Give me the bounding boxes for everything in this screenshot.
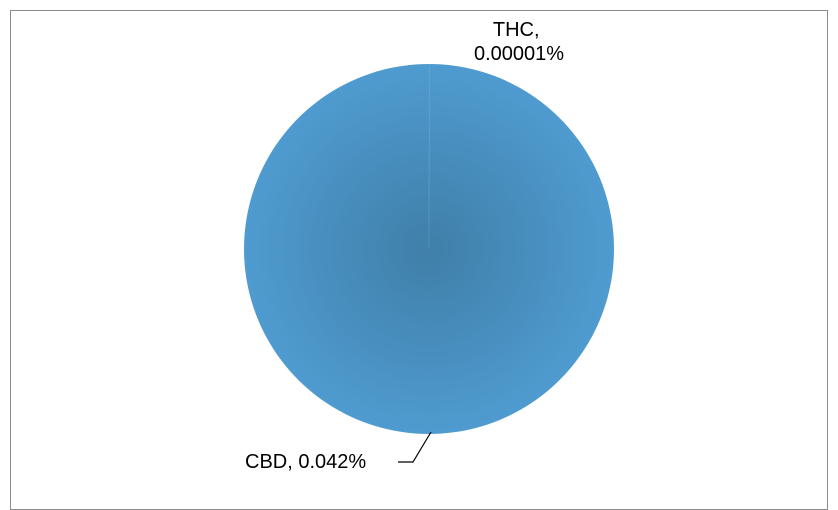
pie-chart: THC, 0.00001% CBD, 0.042% xyxy=(0,0,838,491)
slice-label-thc: THC, 0.00001% xyxy=(474,19,564,65)
slice-label-cbd: CBD, 0.042% xyxy=(245,451,366,473)
slice-label-thc-line2: 0.00001% xyxy=(474,43,564,65)
pie-slices xyxy=(244,64,614,434)
leader-line-cbd xyxy=(398,432,431,462)
slice-label-thc-line1: THC, xyxy=(493,19,540,41)
